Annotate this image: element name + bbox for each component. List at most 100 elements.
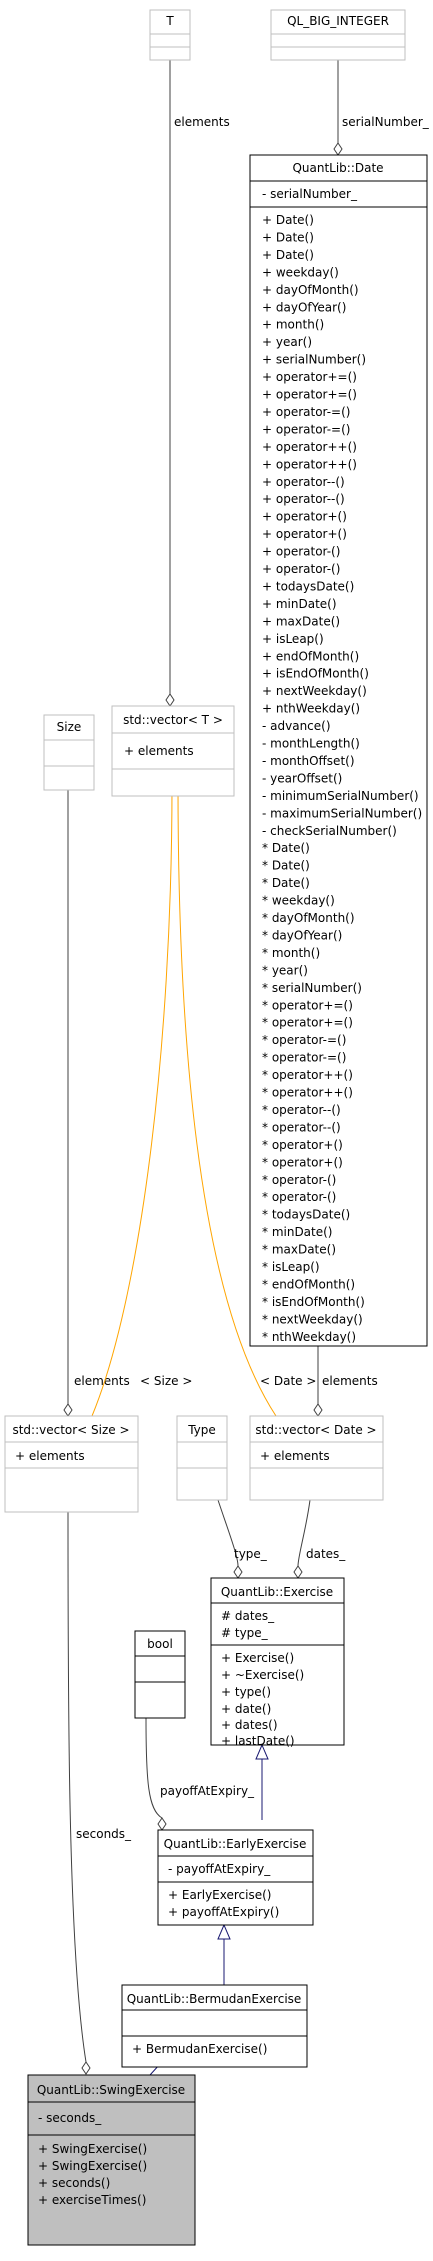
diamond-vector-size bbox=[64, 1404, 72, 1416]
class-method: + operator-=() bbox=[262, 405, 350, 419]
class-method: + month() bbox=[262, 318, 324, 332]
class-size[interactable]: Size bbox=[44, 715, 94, 790]
class-title: std::vector< T > bbox=[123, 713, 223, 727]
class-method: + todaysDate() bbox=[262, 580, 354, 594]
diamond-exercise-dates bbox=[294, 1566, 302, 1578]
class-method: + operator+() bbox=[262, 527, 347, 541]
class-attribute: - seconds_ bbox=[38, 2111, 102, 2125]
diamond-date bbox=[334, 143, 342, 155]
class-method: + ~Exercise() bbox=[221, 1668, 304, 1682]
class-method: * dayOfYear() bbox=[262, 928, 342, 942]
class-attribute: # type_ bbox=[221, 1626, 269, 1640]
class-quantlib-bermudan-exercise[interactable]: QuantLib::BermudanExercise + BermudanExe… bbox=[122, 1985, 307, 2067]
class-method: + serialNumber() bbox=[262, 353, 366, 367]
class-method: * operator+=() bbox=[262, 1016, 353, 1030]
edge-bool-to-early bbox=[146, 1718, 162, 1818]
class-method: * minDate() bbox=[262, 1225, 333, 1239]
class-method: + year() bbox=[262, 335, 312, 349]
class-method: * nthWeekday() bbox=[262, 1330, 356, 1344]
class-method: + nthWeekday() bbox=[262, 702, 360, 716]
class-method: + SwingExercise() bbox=[38, 2159, 147, 2173]
class-method: + SwingExercise() bbox=[38, 2142, 147, 2156]
class-t[interactable]: T bbox=[150, 10, 190, 60]
class-method: * isEndOfMonth() bbox=[262, 1295, 365, 1309]
diamond-exercise-type bbox=[234, 1566, 242, 1578]
label-seconds: seconds_ bbox=[76, 1827, 132, 1841]
class-method: * operator-=() bbox=[262, 1051, 346, 1065]
class-method: + Date() bbox=[262, 230, 314, 244]
class-method: - monthOffset() bbox=[262, 754, 355, 768]
class-method: * operator--() bbox=[262, 1120, 341, 1134]
class-method: + BermudanExercise() bbox=[132, 2042, 267, 2056]
class-ql-big-integer[interactable]: QL_BIG_INTEGER bbox=[271, 10, 405, 60]
class-method: + operator+() bbox=[262, 510, 347, 524]
class-method: * operator--() bbox=[262, 1103, 341, 1117]
class-method: - maximumSerialNumber() bbox=[262, 806, 422, 820]
class-method: + operator-() bbox=[262, 562, 340, 576]
class-method: + operator--() bbox=[262, 492, 345, 506]
class-method: * Date() bbox=[262, 876, 310, 890]
class-method: + operator-=() bbox=[262, 422, 350, 436]
class-method: * month() bbox=[262, 946, 320, 960]
class-attribute: + elements bbox=[15, 1449, 85, 1463]
class-title: QL_BIG_INTEGER bbox=[287, 14, 389, 28]
class-vector-t[interactable]: std::vector< T > + elements bbox=[112, 706, 234, 796]
class-method: + dates() bbox=[221, 1718, 278, 1732]
class-vector-size[interactable]: std::vector< Size > + elements bbox=[5, 1416, 138, 1512]
class-quantlib-early-exercise[interactable]: QuantLib::EarlyExercise - payoffAtExpiry… bbox=[158, 1830, 313, 1925]
class-method: * operator-=() bbox=[262, 1033, 346, 1047]
class-method: + operator+=() bbox=[262, 388, 357, 402]
class-method: + weekday() bbox=[262, 265, 339, 279]
class-method: * operator+() bbox=[262, 1155, 343, 1169]
class-title: Size bbox=[57, 720, 82, 734]
class-bool[interactable]: bool bbox=[135, 1631, 185, 1718]
class-method: * operator+=() bbox=[262, 998, 353, 1012]
label-type: type_ bbox=[234, 1547, 268, 1561]
class-attribute: + elements bbox=[260, 1449, 330, 1463]
class-method: * nextWeekday() bbox=[262, 1312, 363, 1326]
class-title: QuantLib::BermudanExercise bbox=[127, 1992, 302, 2006]
class-method: + maxDate() bbox=[262, 614, 340, 628]
class-quantlib-exercise[interactable]: QuantLib::Exercise # dates_ # type_ + Ex… bbox=[211, 1578, 344, 1748]
class-method: * maxDate() bbox=[262, 1243, 336, 1257]
class-method: * operator-() bbox=[262, 1190, 336, 1204]
class-method: + dayOfMonth() bbox=[262, 283, 359, 297]
class-title: QuantLib::SwingExercise bbox=[37, 2083, 185, 2097]
class-method: * Date() bbox=[262, 859, 310, 873]
class-method: + operator-() bbox=[262, 545, 340, 559]
class-quantlib-swing-exercise[interactable]: QuantLib::SwingExercise - seconds_ + Swi… bbox=[28, 2075, 195, 2245]
label-date-template: < Date > bbox=[260, 1374, 316, 1388]
diamond-vector-t bbox=[166, 694, 174, 706]
class-method: * isLeap() bbox=[262, 1260, 320, 1274]
class-attribute: + elements bbox=[124, 744, 194, 758]
class-method: + operator++() bbox=[262, 457, 357, 471]
class-method: * operator+() bbox=[262, 1138, 343, 1152]
label-elements-size: elements bbox=[74, 1374, 130, 1388]
class-title: T bbox=[165, 14, 174, 28]
class-quantlib-date[interactable]: QuantLib::Date - serialNumber_ + Date()+… bbox=[250, 155, 427, 1346]
class-method: * weekday() bbox=[262, 894, 335, 908]
label-elements-t: elements bbox=[174, 115, 230, 129]
class-vector-date[interactable]: std::vector< Date > + elements bbox=[250, 1416, 383, 1500]
label-payoff: payoffAtExpiry_ bbox=[160, 1784, 255, 1798]
class-method: - advance() bbox=[262, 719, 331, 733]
class-method: + exerciseTimes() bbox=[38, 2193, 146, 2207]
class-method: + date() bbox=[221, 1702, 271, 1716]
diamond-swing bbox=[82, 2062, 90, 2074]
class-attribute: - serialNumber_ bbox=[262, 187, 358, 201]
edge-vector-size-template bbox=[92, 785, 172, 1416]
class-title: std::vector< Date > bbox=[255, 1423, 376, 1437]
diamond-vector-date bbox=[314, 1404, 322, 1416]
class-method: - yearOffset() bbox=[262, 771, 342, 785]
class-title: QuantLib::Date bbox=[292, 161, 383, 175]
class-method: * Date() bbox=[262, 841, 310, 855]
class-type[interactable]: Type bbox=[177, 1416, 227, 1500]
class-method: + nextWeekday() bbox=[262, 684, 367, 698]
class-method: + isEndOfMonth() bbox=[262, 667, 369, 681]
class-method: * operator++() bbox=[262, 1068, 353, 1082]
class-title: QuantLib::Exercise bbox=[221, 1585, 333, 1599]
class-method: + seconds() bbox=[38, 2176, 110, 2190]
class-method: + lastDate() bbox=[221, 1734, 295, 1748]
label-size-template: < Size > bbox=[140, 1374, 192, 1388]
